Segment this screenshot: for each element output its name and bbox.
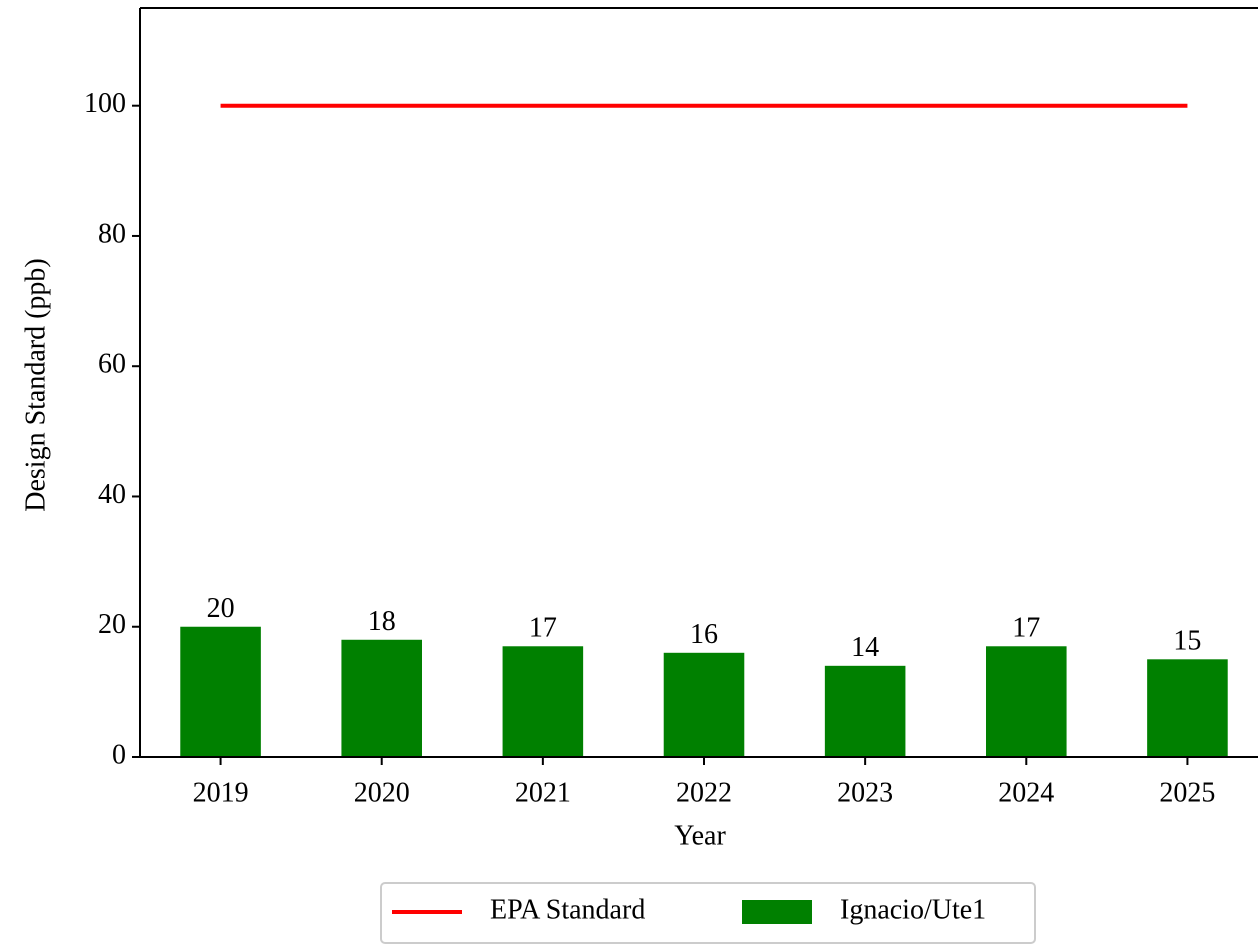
x-tick-label: 2021 [515, 777, 571, 808]
data-label: 20 [207, 593, 235, 624]
bar [663, 652, 745, 757]
data-label: 15 [1173, 626, 1201, 657]
data-label: 18 [368, 606, 396, 637]
x-tick-label: 2025 [1159, 777, 1215, 808]
data-label: 17 [1012, 613, 1040, 644]
y-tick-label: 40 [98, 479, 126, 510]
y-tick-label: 100 [84, 88, 126, 119]
bar [1147, 659, 1228, 757]
y-axis-label: Design Standard (ppb) [20, 258, 51, 512]
bar [824, 665, 906, 757]
y-tick-label: 0 [112, 739, 126, 770]
data-label: 14 [851, 632, 879, 663]
bar [341, 639, 422, 757]
legend-swatch [742, 900, 812, 924]
x-tick-label: 2024 [998, 777, 1054, 808]
x-tick-label: 2020 [354, 777, 410, 808]
legend-label: Ignacio/Ute1 [840, 894, 986, 925]
bar [180, 626, 261, 757]
x-axis-label: Year [674, 820, 726, 851]
data-label: 17 [529, 613, 557, 644]
bar [986, 646, 1067, 757]
legend-label: EPA Standard [490, 894, 645, 925]
y-tick-label: 20 [98, 609, 126, 640]
bar [502, 646, 584, 757]
x-tick-label: 2022 [676, 777, 732, 808]
y-tick-label: 60 [98, 349, 126, 380]
x-tick-label: 2019 [193, 777, 249, 808]
legend-box [380, 882, 1036, 944]
x-tick-label: 2023 [837, 777, 893, 808]
y-tick-label: 80 [98, 218, 126, 249]
data-label: 16 [690, 619, 718, 650]
